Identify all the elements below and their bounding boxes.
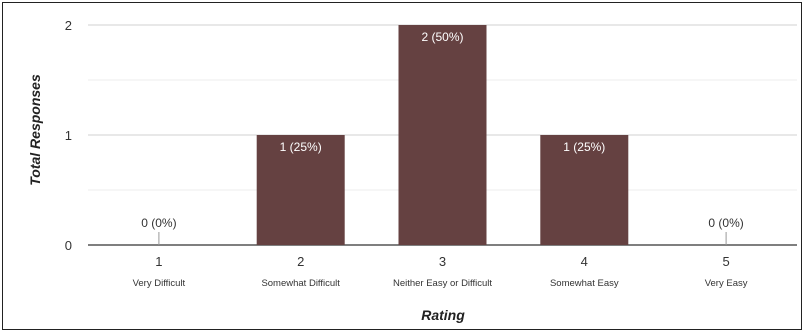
data-label: 2 (50%) xyxy=(421,30,463,44)
labels: 0 1 2 0 (0%) 1 Very Difficult 1 (25%) 2 Somewhat… xyxy=(65,18,748,289)
data-label: 1 (25%) xyxy=(563,140,605,154)
x-tick-label: 4 xyxy=(581,254,588,269)
x-tick-label: 3 xyxy=(439,254,446,269)
y-tick-label: 2 xyxy=(65,18,72,33)
category-label: Very Easy xyxy=(705,278,748,289)
category-label: Very Difficult xyxy=(133,278,186,289)
data-label: 0 (0%) xyxy=(708,216,743,230)
bar xyxy=(256,135,345,245)
x-axis-title: Rating xyxy=(421,307,465,323)
category-label: Somewhat Difficult xyxy=(261,278,340,289)
x-tick-label: 5 xyxy=(722,254,729,269)
category-label: Somewhat Easy xyxy=(550,278,619,289)
bar xyxy=(540,135,629,245)
x-tick-label: 1 xyxy=(155,254,162,269)
y-axis-title: Total Responses xyxy=(27,74,43,186)
bar xyxy=(398,25,487,245)
bars xyxy=(256,25,629,245)
data-label: 0 (0%) xyxy=(141,216,176,230)
data-label: 1 (25%) xyxy=(280,140,322,154)
x-tick-label: 2 xyxy=(297,254,304,269)
y-tick-label: 0 xyxy=(65,238,72,253)
category-label: Neither Easy or Difficult xyxy=(393,278,492,289)
y-tick-label: 1 xyxy=(65,128,72,143)
